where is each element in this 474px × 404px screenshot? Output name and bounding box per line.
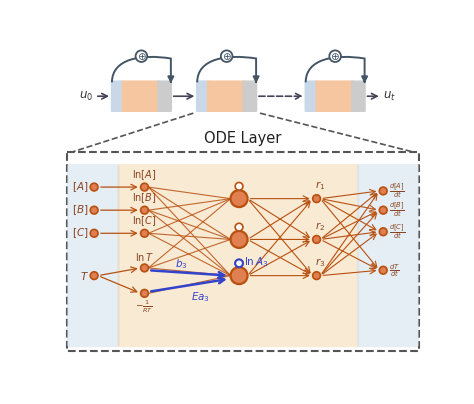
Circle shape bbox=[141, 264, 148, 272]
Circle shape bbox=[313, 272, 320, 280]
Text: $\ln[B]$: $\ln[B]$ bbox=[132, 191, 157, 205]
Circle shape bbox=[221, 50, 232, 62]
Text: $u_0$: $u_0$ bbox=[79, 90, 93, 103]
Circle shape bbox=[90, 272, 98, 280]
Text: $\ln[A]$: $\ln[A]$ bbox=[132, 168, 157, 182]
Text: $r_1$: $r_1$ bbox=[315, 180, 325, 192]
Circle shape bbox=[235, 259, 243, 267]
FancyBboxPatch shape bbox=[351, 80, 366, 112]
FancyBboxPatch shape bbox=[157, 80, 172, 112]
Text: ODE Layer: ODE Layer bbox=[204, 131, 282, 146]
Text: $\oplus$: $\oplus$ bbox=[137, 51, 146, 62]
FancyBboxPatch shape bbox=[67, 164, 120, 347]
Text: $r_3$: $r_3$ bbox=[315, 257, 325, 269]
Circle shape bbox=[379, 266, 387, 274]
Text: $-\frac{1}{RT}$: $-\frac{1}{RT}$ bbox=[136, 299, 154, 316]
Circle shape bbox=[141, 183, 148, 191]
Circle shape bbox=[313, 236, 320, 243]
Circle shape bbox=[235, 259, 243, 267]
Text: $\oplus$: $\oplus$ bbox=[330, 51, 340, 62]
FancyBboxPatch shape bbox=[122, 80, 160, 112]
FancyBboxPatch shape bbox=[111, 80, 124, 112]
Text: $r_2$: $r_2$ bbox=[315, 221, 325, 233]
FancyBboxPatch shape bbox=[207, 80, 245, 112]
Circle shape bbox=[230, 267, 247, 284]
Circle shape bbox=[379, 228, 387, 236]
Text: $\frac{d[B]}{dt}$: $\frac{d[B]}{dt}$ bbox=[390, 201, 405, 219]
FancyBboxPatch shape bbox=[196, 80, 209, 112]
Text: $[A]$: $[A]$ bbox=[73, 180, 89, 194]
FancyBboxPatch shape bbox=[118, 164, 359, 347]
Circle shape bbox=[379, 187, 387, 195]
Text: $b_3$: $b_3$ bbox=[175, 257, 188, 271]
Circle shape bbox=[235, 223, 243, 231]
Circle shape bbox=[90, 206, 98, 214]
FancyBboxPatch shape bbox=[67, 152, 419, 351]
Circle shape bbox=[90, 183, 98, 191]
Circle shape bbox=[141, 229, 148, 237]
Circle shape bbox=[141, 290, 148, 297]
Text: $\frac{dT}{dt}$: $\frac{dT}{dt}$ bbox=[390, 262, 400, 279]
Circle shape bbox=[90, 229, 98, 237]
Text: $\ln A_3$: $\ln A_3$ bbox=[245, 256, 269, 269]
FancyBboxPatch shape bbox=[304, 80, 318, 112]
Circle shape bbox=[141, 206, 148, 214]
FancyBboxPatch shape bbox=[243, 80, 257, 112]
Text: $\ln T$: $\ln T$ bbox=[135, 250, 154, 263]
Text: $\frac{d[C]}{dt}$: $\frac{d[C]}{dt}$ bbox=[390, 223, 405, 240]
Text: $\frac{d[A]}{dt}$: $\frac{d[A]}{dt}$ bbox=[390, 182, 405, 200]
Circle shape bbox=[329, 50, 341, 62]
Text: $Ea_3$: $Ea_3$ bbox=[191, 290, 210, 304]
Text: $\ln[C]$: $\ln[C]$ bbox=[132, 214, 157, 228]
Text: $[B]$: $[B]$ bbox=[73, 203, 89, 217]
Circle shape bbox=[313, 195, 320, 202]
Circle shape bbox=[230, 190, 247, 207]
Circle shape bbox=[379, 206, 387, 214]
Circle shape bbox=[230, 231, 247, 248]
Text: $[C]$: $[C]$ bbox=[72, 226, 89, 240]
Circle shape bbox=[235, 183, 243, 190]
Text: $u_t$: $u_t$ bbox=[383, 90, 396, 103]
FancyBboxPatch shape bbox=[357, 164, 419, 347]
Text: $\oplus$: $\oplus$ bbox=[222, 51, 231, 62]
FancyBboxPatch shape bbox=[315, 80, 353, 112]
Circle shape bbox=[136, 50, 147, 62]
Text: $T$: $T$ bbox=[80, 269, 89, 282]
